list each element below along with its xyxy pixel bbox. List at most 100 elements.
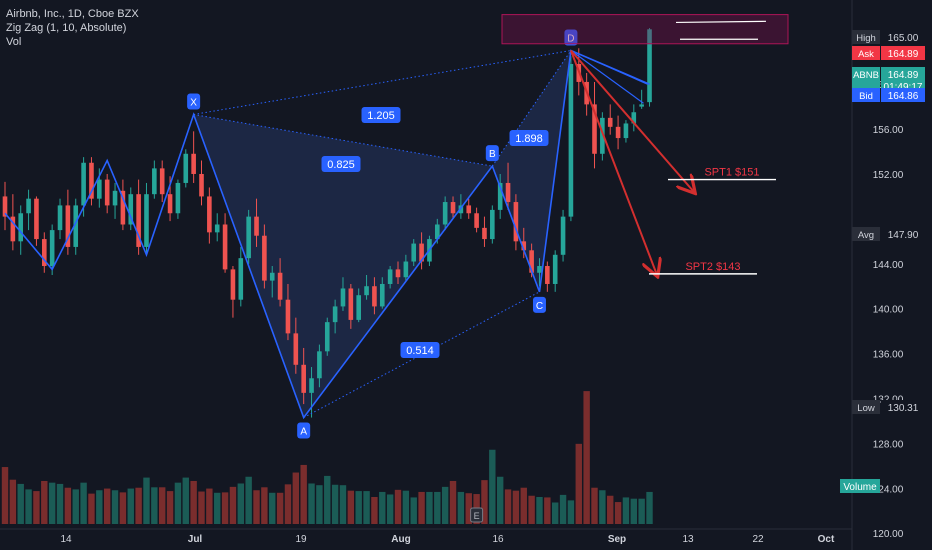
candle [372,277,377,315]
target-arrow [570,49,694,192]
volume-bar [72,489,79,524]
candle [623,120,629,143]
price-tag-name: ABNB [853,70,879,81]
harmonic-pattern: 0.825 0.514 1.898 1.205 X A B C D [4,29,650,439]
candle-body [144,194,149,247]
candle-body [120,190,126,225]
candle [183,149,189,188]
candle-body [97,179,102,199]
candle-body [191,153,196,174]
candle [387,266,393,289]
price-tag-name-box [852,400,880,414]
candle [230,266,236,318]
projection-line [570,49,648,85]
candle [73,198,79,255]
volume-bar [48,482,56,524]
volume-bar [276,492,284,524]
candle [379,277,385,309]
price-tick-label: 120.00 [873,529,904,540]
pivot-a: A [297,422,311,439]
volume-bar [111,490,119,524]
candle [301,347,306,405]
candle [104,173,110,214]
price-tick-label: 136.00 [873,350,904,361]
candle-body [490,209,495,240]
ratio-label-1.898: 1.898 [509,130,549,146]
time-tick-label: Sep [608,534,626,545]
volume-bar [496,476,504,524]
earnings-marker[interactable]: E [470,507,484,523]
candle [348,283,354,329]
ratio-line [193,50,572,115]
volume-bar [190,480,197,524]
price-targets: SPT1 $151 SPT2 $143 [501,14,789,275]
volume-bar [151,487,158,524]
volume-bar [56,483,64,524]
price-tag-value: 164.86 [888,91,919,102]
price-tick-label: 124.00 [873,484,904,495]
candle [537,258,542,287]
candle-body [301,364,306,393]
price-tag-name: Bid [859,91,873,102]
pivot-letter: A [300,427,307,438]
ratio-label-text: 0.825 [327,159,355,171]
volume-bar [355,491,362,524]
candle [26,189,31,231]
candle [191,131,196,183]
volume-bar [245,476,252,524]
candle-body [159,168,165,195]
volume-bar [316,485,323,524]
candle [285,283,291,341]
pivot-badge [485,145,499,162]
ratio-label-box [361,107,401,123]
candle-body [466,205,472,214]
volume-bar [159,487,166,524]
candle-body [81,162,86,206]
pivot-letter: D [567,34,574,45]
ratio-line [193,113,493,167]
time-tick-label: 22 [752,534,764,545]
volume-bar [33,491,40,524]
candle [513,194,519,251]
candle [592,81,597,169]
candle [269,266,275,298]
price-tag-name: High [856,33,876,44]
time-tick-label: 14 [60,534,72,545]
candle [395,261,401,284]
candle-body [513,202,519,242]
candle-body [293,333,299,365]
candle [42,232,47,273]
volume-bar [622,497,630,524]
volume-bar [457,491,465,524]
candle-body [411,243,417,262]
candle [277,258,283,307]
candle-body [497,182,503,210]
candle-body [474,213,479,228]
volume-bar [17,483,24,524]
volume-bar [567,500,575,524]
earnings-marker-letter: E [474,511,480,521]
candle-body [167,194,173,214]
candle-body [521,241,527,251]
time-tick-label: Aug [391,534,410,545]
candle [364,275,369,300]
target-1: SPT1 $151 [570,49,776,192]
ratio-line [491,50,572,167]
price-axis: 160.00156.00152.00144.00140.00136.00132.… [840,0,925,550]
earnings-marker-box[interactable] [470,507,484,523]
candle [419,232,424,270]
ratio-label-0.825: 0.825 [321,156,361,172]
candle-body [183,153,189,183]
price-tick-label: 132.00 [873,394,904,405]
ratio-label-text: 0.514 [406,345,434,357]
candle [317,344,322,388]
volume-bars: E [1,391,653,524]
ratio-label-box [509,130,549,146]
time-tick-label: 13 [682,534,694,545]
candle [222,213,228,273]
candle [600,112,605,161]
candle-body [254,216,259,236]
volume-bar [347,490,355,524]
volume-bar [331,484,339,524]
